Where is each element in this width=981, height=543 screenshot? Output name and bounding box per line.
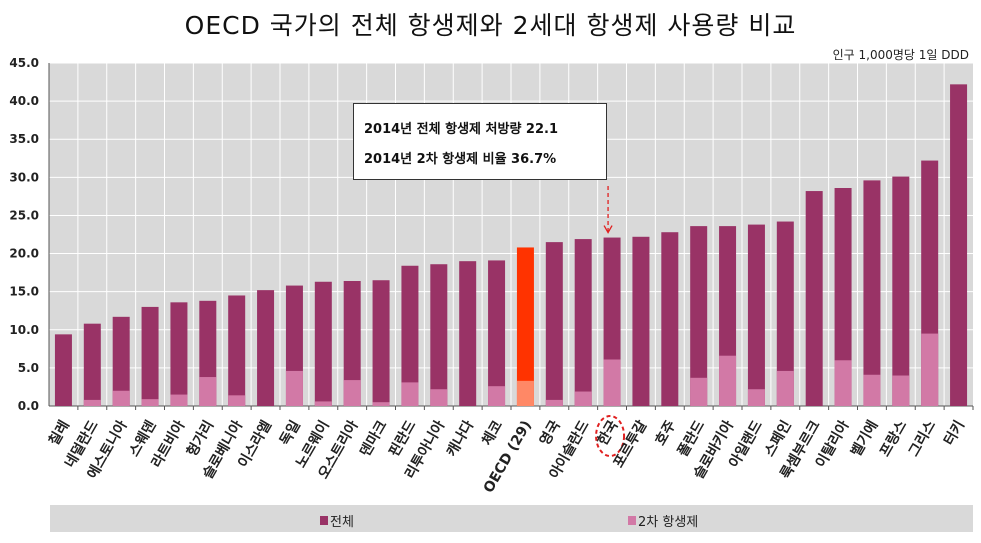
annotation-line-2: 2014년 2차 항생제 비율 36.7% — [364, 152, 557, 167]
bar-total — [661, 232, 679, 406]
bar-total — [488, 260, 506, 406]
bar-total — [257, 290, 275, 406]
x-tick-label: 그리스 — [906, 418, 939, 460]
bar-chart: 0.0 5.0 10.0 15.0 20.0 25.0 30.0 35.0 40.0 45.0 칠레… — [9, 56, 974, 496]
bar-total — [892, 176, 910, 406]
y-tick-label: 20.0 — [9, 247, 39, 261]
y-tick-label: 45.0 — [9, 56, 39, 70]
bar-total — [516, 247, 534, 406]
y-tick-label: 40.0 — [9, 94, 39, 108]
bar-second — [372, 402, 390, 406]
bar-total — [545, 242, 563, 406]
bar-second — [488, 386, 506, 406]
unit-label: 인구 1,000명당 1일 DDD — [832, 48, 969, 62]
bar-second — [83, 399, 101, 406]
bar-total — [776, 221, 794, 406]
bar-second — [112, 390, 130, 406]
x-tick-label: 칠레 — [45, 418, 73, 449]
bar-second — [921, 333, 939, 406]
bar-total — [430, 264, 448, 406]
arrow-head-icon — [603, 225, 613, 234]
bar-second — [545, 399, 563, 406]
bar-second — [285, 370, 303, 406]
bar-total — [632, 236, 650, 406]
bar-second — [516, 380, 534, 406]
korea-marker-circle — [595, 415, 626, 457]
annotation-box: 2014년 전체 항생제 처방량 22.1 2014년 2차 항생제 비율 36… — [353, 103, 607, 180]
x-tick-label: 영국 — [536, 417, 564, 448]
y-tick-label: 30.0 — [9, 170, 39, 184]
bar-total — [228, 295, 246, 406]
bar-total — [747, 224, 765, 406]
y-tick-label: 35.0 — [9, 132, 39, 146]
chart-title: OECD 국가의 전체 항생제와 2세대 항생제 사용량 비교 — [184, 11, 797, 40]
annotation-line-1: 2014년 전체 항생제 처방량 22.1 — [364, 122, 558, 137]
bar-second — [834, 360, 852, 406]
y-tick-label: 15.0 — [9, 285, 39, 299]
x-tick-label: 한국 — [595, 418, 622, 448]
bar-second — [776, 370, 794, 406]
bar-second — [574, 391, 592, 406]
bar-second — [141, 399, 159, 406]
bar-total — [805, 191, 823, 406]
bar-second — [343, 380, 361, 406]
bar-second — [719, 355, 737, 406]
legend-item-second: 2차 항생제 — [628, 511, 698, 530]
y-tick-label: 10.0 — [9, 323, 39, 337]
bar-second — [603, 359, 621, 406]
x-tick-label: 벨기에 — [848, 418, 881, 459]
bar-second — [690, 377, 708, 406]
legend-item-total: 전체 — [320, 511, 354, 530]
bar-second — [430, 389, 448, 406]
bar-second — [314, 401, 332, 406]
bar-total — [401, 265, 419, 406]
y-tick-label: 0.0 — [18, 399, 39, 413]
bar-total — [574, 239, 592, 406]
bar-second — [228, 395, 246, 406]
bar-total — [372, 280, 390, 406]
bar-total — [690, 226, 708, 406]
bar-second — [170, 394, 188, 406]
bar-total — [54, 334, 72, 406]
x-tick-label: 독일 — [277, 418, 304, 448]
bar-total — [112, 316, 130, 406]
legend-label-second: 2차 항생제 — [638, 515, 699, 530]
bar-total — [141, 306, 159, 406]
y-tick-label: 25.0 — [9, 208, 39, 222]
x-tick-label: 덴마크 — [357, 418, 390, 460]
legend-swatch-second — [628, 516, 636, 525]
x-tick-label: 프랑스 — [877, 418, 910, 460]
legend: 전체 2차 항생제 — [50, 505, 973, 532]
bar-total — [834, 188, 852, 406]
bar-total — [83, 323, 101, 406]
x-tick-label: 터키 — [941, 418, 968, 448]
x-tick-label: 호주 — [653, 418, 680, 448]
x-tick-label: 캐나다 — [444, 418, 477, 460]
bar-total — [459, 261, 477, 406]
bar-second — [747, 389, 765, 406]
bar-second — [401, 382, 419, 406]
bar-second — [199, 377, 217, 406]
legend-label-total: 전체 — [330, 515, 354, 530]
bar-second — [892, 375, 910, 406]
bar-total — [863, 180, 881, 406]
y-tick-label: 5.0 — [18, 361, 39, 375]
legend-swatch-total — [320, 516, 328, 525]
bar-second — [863, 374, 881, 406]
x-tick-label: 체코 — [479, 418, 506, 448]
bar-total — [343, 280, 361, 406]
bar-total — [950, 84, 968, 406]
bar-total — [170, 302, 188, 406]
bar-total — [314, 281, 332, 406]
